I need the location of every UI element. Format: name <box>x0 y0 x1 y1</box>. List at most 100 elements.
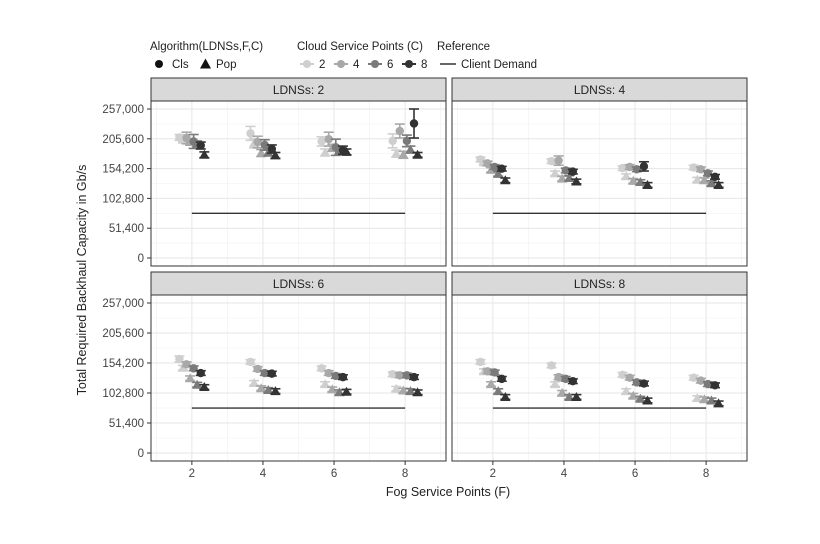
data-point-cls-c8-f8 <box>710 381 721 390</box>
data-point-pop-c6-f6 <box>635 177 646 187</box>
panel-title: LDNSs: 6 <box>273 277 325 291</box>
marker-triangle <box>199 149 210 159</box>
legend-csp-label: 4 <box>353 59 360 71</box>
data-point-pop-c8-f4 <box>571 391 582 401</box>
marker-circle <box>395 371 404 380</box>
legend-pop-triangle-icon <box>200 58 211 69</box>
y-tick-label: 205,600 <box>102 328 144 340</box>
data-point-pop-c4-f6 <box>327 384 338 394</box>
marker-triangle <box>706 178 717 188</box>
marker-circle <box>632 165 642 174</box>
data-point-cls-c2-f4 <box>245 125 256 142</box>
marker-triangle <box>549 379 561 389</box>
marker-triangle <box>635 393 646 403</box>
data-point-pop-c6-f8 <box>405 144 416 154</box>
x-tick-label: 8 <box>402 468 408 480</box>
data-point-cls-c4-f4 <box>553 155 564 167</box>
marker-triangle <box>642 395 653 405</box>
y-tick-label: 154,200 <box>102 358 144 370</box>
legend-csp-key-6: 6 <box>368 59 393 71</box>
marker-triangle <box>270 386 281 396</box>
legend-csp-keys: 2 4 6 8 <box>300 59 427 71</box>
y-tick-label: 154,200 <box>102 164 144 176</box>
marker-circle <box>189 364 198 373</box>
data-point-pop-c2-f4 <box>549 379 561 389</box>
marker-triangle <box>391 383 402 393</box>
y-tick-label: 102,800 <box>102 388 144 400</box>
marker-circle <box>395 126 404 136</box>
marker-circle <box>483 159 492 168</box>
legend-reference-title: Reference <box>437 41 490 53</box>
legend-csp-key-4: 4 <box>334 59 360 71</box>
marker-circle <box>253 137 262 147</box>
marker-circle <box>324 368 333 378</box>
legend-client-demand-label: Client Demand <box>461 59 537 71</box>
legend-pop-label: Pop <box>216 59 236 71</box>
data-point-cls-c8-f4 <box>266 369 277 378</box>
marker-triangle <box>270 150 281 160</box>
data-point-cls-c4-f8 <box>695 165 706 174</box>
data-point-cls-c8-f2 <box>496 164 507 173</box>
marker-circle <box>388 370 397 379</box>
data-point-pop-c6-f6 <box>635 393 646 403</box>
marker-circle <box>388 136 397 146</box>
panel-border <box>150 294 447 462</box>
panel-title: LDNSs: 8 <box>574 277 626 291</box>
legend-csp-dot-icon <box>371 60 379 68</box>
marker-circle <box>710 381 720 390</box>
y-tick-label: 102,800 <box>102 193 144 205</box>
marker-triangle <box>192 379 203 389</box>
marker-circle <box>689 373 698 382</box>
marker-triangle <box>493 168 504 178</box>
data-point-pop-c8-f2 <box>500 175 511 185</box>
marker-triangle <box>692 393 703 403</box>
marker-circle <box>490 162 499 172</box>
data-point-cls-c8-f8 <box>409 108 420 139</box>
data-point-cls-c4-f8 <box>394 123 405 139</box>
data-point-pop-c2-f8 <box>692 393 703 403</box>
legend-csp-label: 6 <box>387 59 393 71</box>
panel-border <box>451 294 748 462</box>
legend-csp-dot-icon <box>303 60 311 68</box>
data-point-cls-c2-f6 <box>316 364 327 373</box>
marker-circle <box>196 368 205 378</box>
marker-triangle <box>642 179 653 189</box>
marker-circle <box>490 368 499 377</box>
x-tick-label: 2 <box>490 468 496 480</box>
marker-circle <box>402 136 412 146</box>
marker-circle <box>561 166 570 175</box>
x-tick-label: 4 <box>260 468 267 480</box>
marker-circle <box>568 377 578 386</box>
data-point-pop-c6-f4 <box>263 384 274 394</box>
data-point-cls-c2-f6 <box>617 370 628 379</box>
marker-circle <box>483 367 492 376</box>
data-point-cls-c6-f8 <box>702 169 713 178</box>
marker-triangle <box>255 148 267 158</box>
legend-csp-label: 2 <box>319 59 325 71</box>
marker-circle <box>338 372 348 382</box>
data-point-cls-c8-f4 <box>567 377 578 386</box>
x-tick-label: 6 <box>632 468 638 480</box>
y-tick-label: 205,600 <box>102 134 144 146</box>
data-point-pop-c6-f8 <box>706 395 717 405</box>
marker-triangle <box>500 391 511 401</box>
facet-panels: LDNSs: 2 0 51,400 102,800 154,200 205,600 257,… <box>102 77 748 480</box>
data-point-pop-c4-f8 <box>699 175 710 185</box>
marker-circle <box>331 371 341 381</box>
marker-circle <box>703 169 713 178</box>
marker-triangle <box>199 382 210 392</box>
marker-circle <box>324 134 333 144</box>
data-point-pop-c4-f2 <box>485 379 497 389</box>
data-point-cls-c2-f4 <box>546 361 557 370</box>
data-point-pop-c2-f6 <box>319 147 331 157</box>
marker-triangle <box>713 398 724 408</box>
marker-triangle <box>500 175 511 185</box>
marker-triangle <box>699 394 710 404</box>
marker-circle <box>497 164 506 173</box>
marker-circle <box>618 370 627 379</box>
x-tick-label: 4 <box>561 468 568 480</box>
marker-triangle <box>699 175 710 185</box>
panel-1: LDNSs: 2 0 51,400 102,800 154,200 205,600 257,… <box>102 77 447 267</box>
marker-triangle <box>549 168 561 178</box>
data-point-pop-c8-f4 <box>270 386 281 396</box>
